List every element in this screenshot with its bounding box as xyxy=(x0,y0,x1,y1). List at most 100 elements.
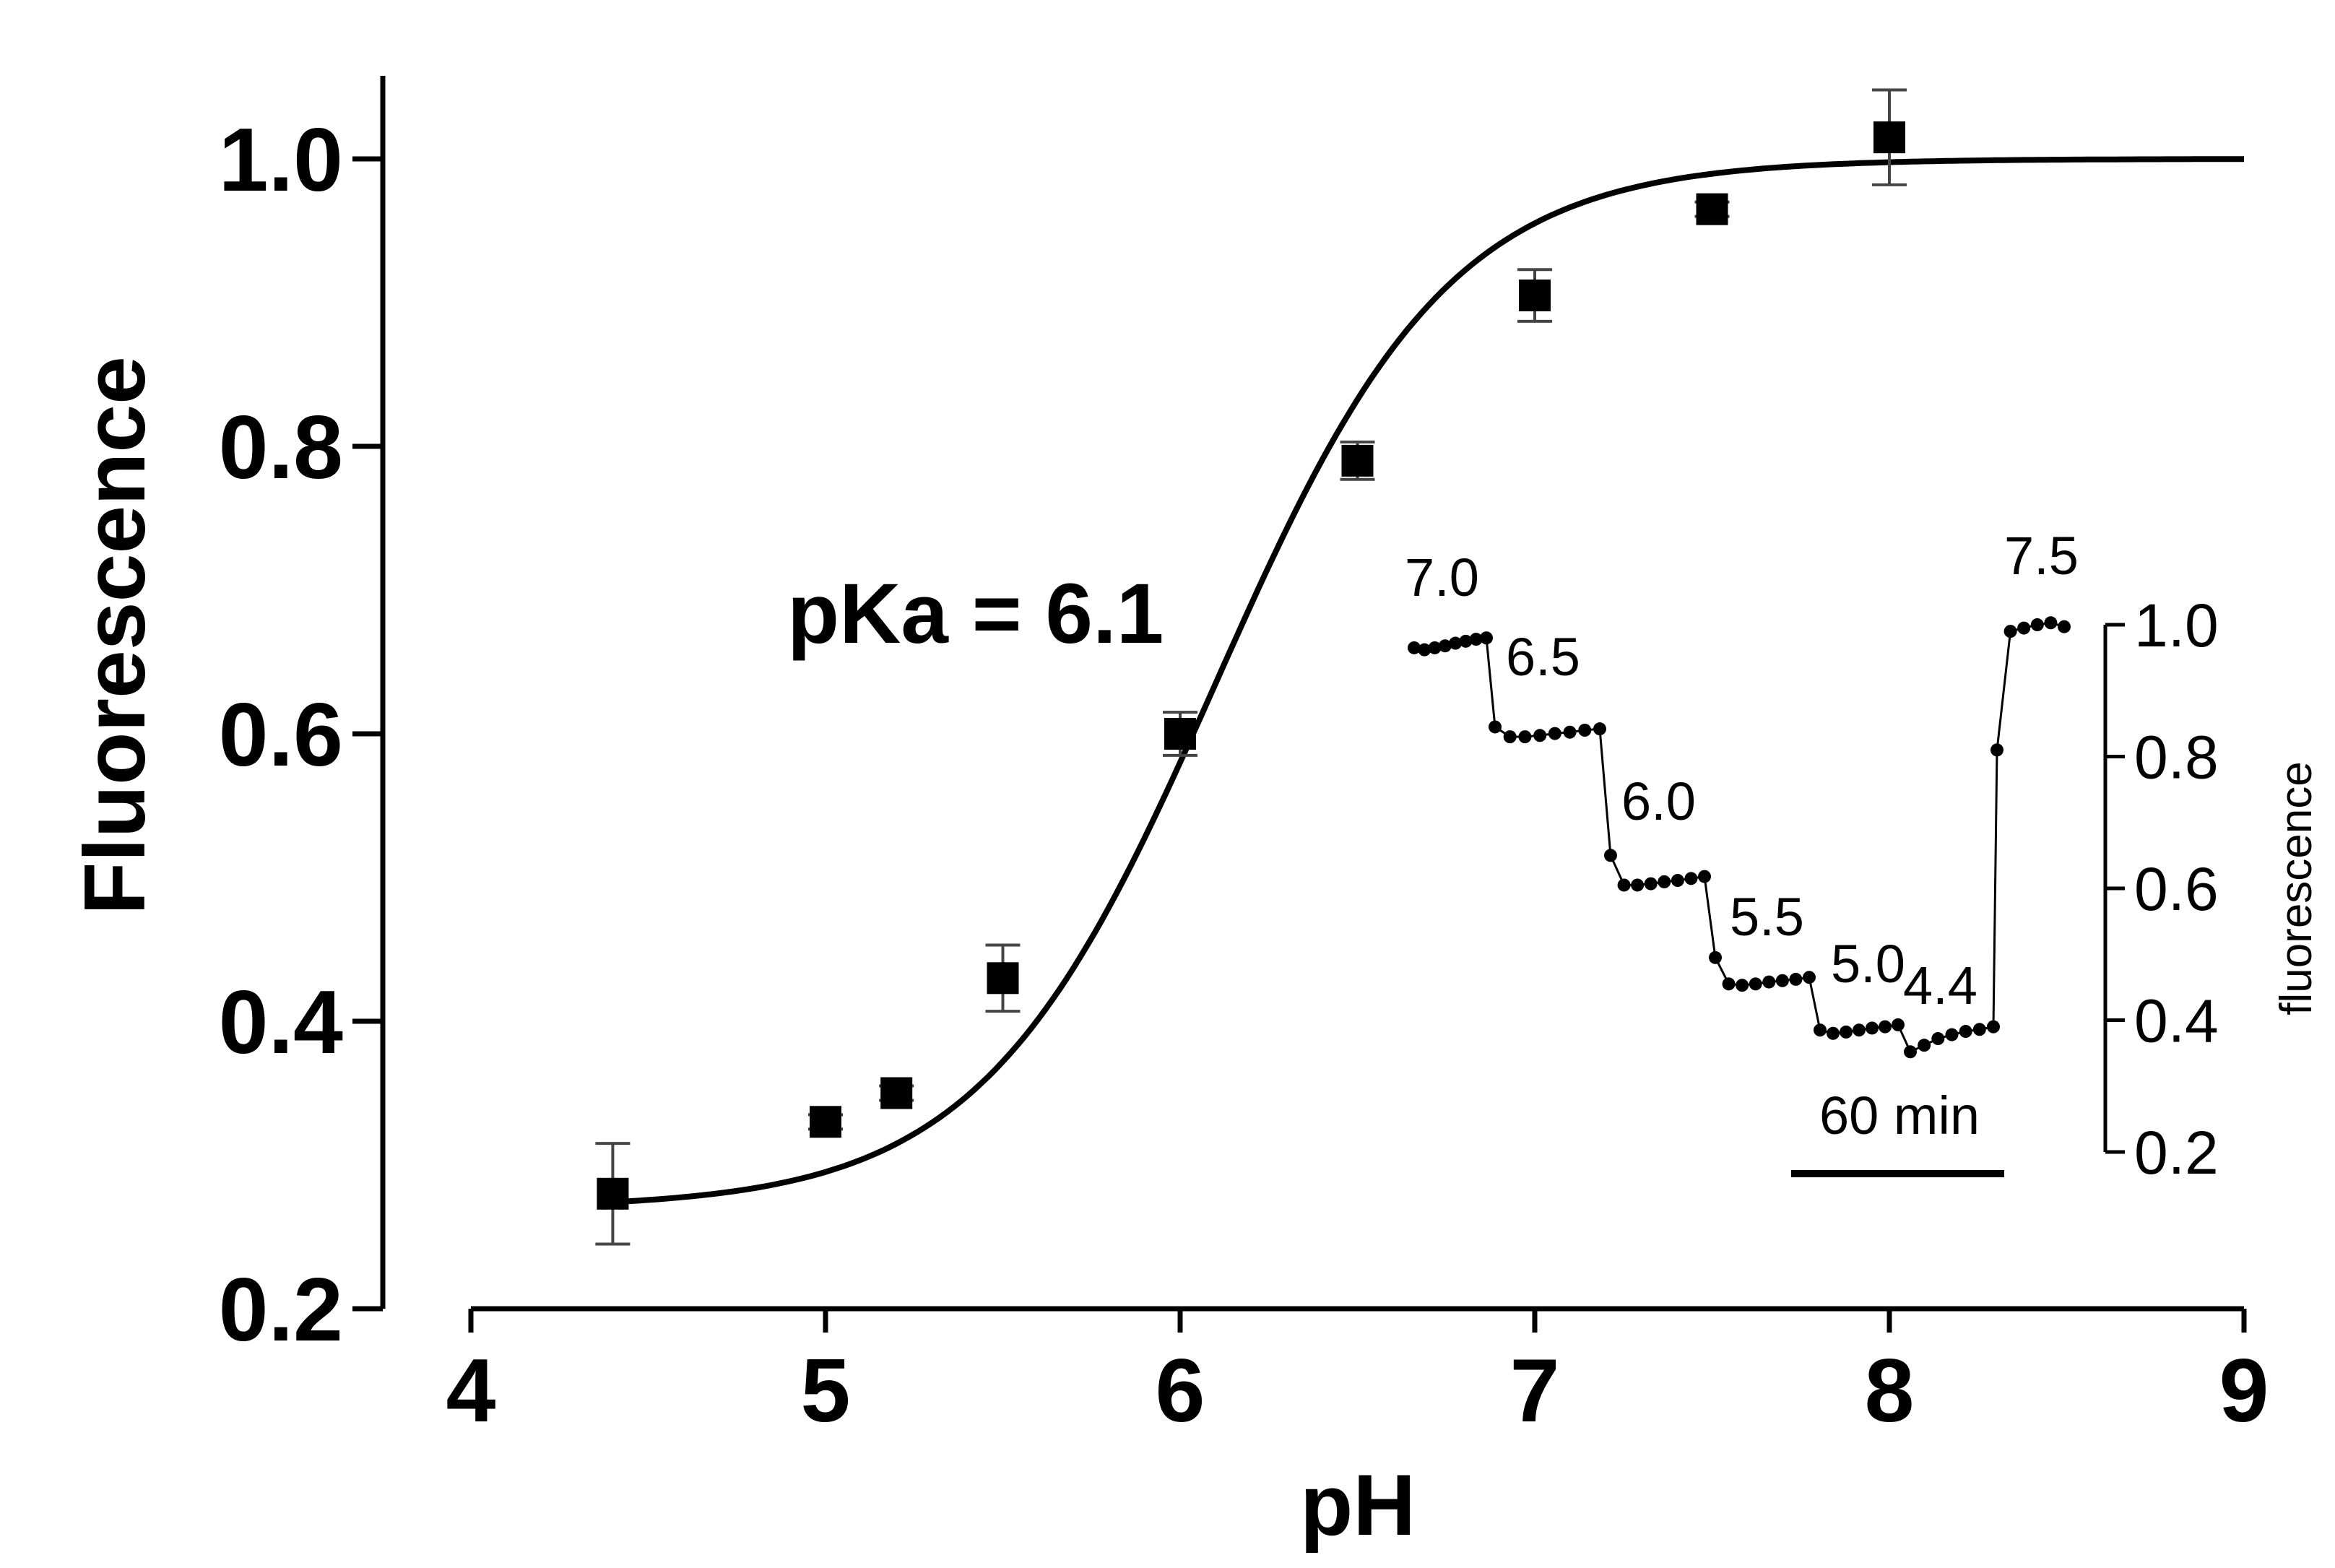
inset-trace-point xyxy=(1684,872,1698,885)
inset-trace-point xyxy=(1827,1026,1840,1040)
y-tick-label: 1.0 xyxy=(219,111,343,210)
x-tick-label: 9 xyxy=(2219,1341,2269,1441)
x-tick-label: 8 xyxy=(1865,1341,1915,1441)
inset-trace-point xyxy=(1736,979,1749,992)
inset-trace-point xyxy=(1931,1032,1945,1046)
inset-trace-point xyxy=(2030,618,2044,631)
inset-y-tick-label: 0.8 xyxy=(2134,724,2219,792)
inset-trace-point xyxy=(1749,977,1762,991)
inset-trace-point xyxy=(1658,875,1671,888)
error-bars xyxy=(595,88,1907,1246)
x-tick-label: 6 xyxy=(1156,1341,1205,1441)
data-point xyxy=(1341,444,1374,477)
inset-trace-point xyxy=(1428,641,1442,654)
inset-y-tick-label: 0.4 xyxy=(2134,987,2219,1055)
inset-trace-point xyxy=(1762,975,1776,989)
inset-segment-label: 4.4 xyxy=(1903,956,1977,1015)
inset-trace-point xyxy=(2058,620,2071,633)
inset-trace-point xyxy=(1644,877,1658,891)
inset-segment-label: 5.0 xyxy=(1831,934,1905,994)
inset-trace-point xyxy=(1879,1020,1892,1034)
fit-curve xyxy=(612,156,2244,1205)
inset-trace-point xyxy=(1469,633,1483,646)
inset-segment-labels: 7.0 6.5 6.0 5.5 5.04.4 7.5 xyxy=(1405,526,2079,1015)
data-point xyxy=(1696,193,1728,225)
inset-trace-point xyxy=(1518,730,1532,744)
scale-bar-label: 60 min xyxy=(1819,1086,1980,1145)
inset-trace-point xyxy=(2017,621,2031,635)
inset-trace-point xyxy=(1459,634,1473,648)
y-tick-label: 0.8 xyxy=(219,398,343,498)
inset-y-tick-label: 0.2 xyxy=(2134,1119,2219,1187)
data-point xyxy=(987,962,1019,995)
inset-segment-label: 5.5 xyxy=(1730,887,1804,947)
inset-trace-point xyxy=(1533,729,1547,742)
x-axis-title: pH xyxy=(1300,1457,1416,1554)
data-points xyxy=(597,121,1905,1210)
inset-trace-line xyxy=(1408,616,2071,1059)
inset-trace-point xyxy=(1853,1023,1866,1037)
inset-trace-point xyxy=(1480,631,1493,645)
inset-trace-point xyxy=(1945,1028,1959,1041)
inset-trace-point xyxy=(1449,636,1463,650)
inset-trace-point xyxy=(2003,625,2017,638)
inset-trace-point xyxy=(1775,974,1789,987)
inset-trace-point xyxy=(1722,977,1736,991)
inset-trace-point xyxy=(2044,616,2058,630)
inset-trace-point xyxy=(1959,1025,1972,1039)
main-chart: 0.2 0.4 0.6 0.8 1.0 4 5 6 7 8 9 pH Fluorescence p… xyxy=(66,76,2269,1554)
x-ticks: 4 5 6 7 8 9 xyxy=(446,1309,2269,1441)
y-tick-label: 0.4 xyxy=(219,973,343,1073)
inset-trace-path xyxy=(1413,621,2065,1054)
inset-trace-point xyxy=(1698,870,1711,883)
data-point xyxy=(1519,280,1551,312)
x-tick-label: 5 xyxy=(801,1341,851,1441)
inset-trace-point xyxy=(1987,1020,2000,1034)
data-point xyxy=(1164,718,1196,750)
inset-trace-point xyxy=(1548,727,1561,740)
inset-trace-point xyxy=(1631,878,1645,892)
inset-y-ticks: 0.2 0.4 0.6 0.8 1.0 xyxy=(2105,592,2219,1187)
inset-trace-point xyxy=(1990,743,2003,757)
inset-trace-point xyxy=(1918,1039,1931,1052)
inset-trace-point xyxy=(1604,849,1617,862)
inset-segment-label: 7.0 xyxy=(1405,547,1479,607)
pka-annotation: pKa = 6.1 xyxy=(787,566,1164,662)
x-tick-label: 7 xyxy=(1510,1341,1560,1441)
inset-trace-point xyxy=(1503,730,1517,744)
y-axis-title: Fluorescence xyxy=(66,356,163,915)
inset-trace-point xyxy=(1438,639,1452,653)
inset-segment-label: 6.5 xyxy=(1506,627,1580,687)
data-point xyxy=(810,1106,841,1138)
inset-trace-point xyxy=(1840,1025,1853,1039)
data-point xyxy=(1873,121,1905,154)
inset-trace-point xyxy=(1671,874,1684,888)
inset-trace: 0.2 0.4 0.6 0.8 1.0 fluorescence 7.0 6.5 6.0 5.… xyxy=(1405,526,2321,1187)
inset-trace-point xyxy=(1789,972,1803,986)
inset-trace-point xyxy=(1408,641,1421,654)
inset-trace-point xyxy=(1709,950,1722,964)
y-tick-label: 0.6 xyxy=(219,685,343,785)
inset-trace-point xyxy=(1489,720,1502,734)
inset-y-axis-title: fluorescence xyxy=(2271,761,2321,1015)
inset-trace-point xyxy=(1892,1018,1905,1031)
inset-trace-point xyxy=(1814,1023,1827,1037)
inset-trace-point xyxy=(1803,971,1816,984)
inset-segment-label: 6.0 xyxy=(1621,771,1696,831)
y-ticks: 0.2 0.4 0.6 0.8 1.0 xyxy=(219,111,383,1360)
data-point xyxy=(880,1077,913,1109)
inset-trace-point xyxy=(1593,722,1606,736)
inset-trace-point xyxy=(1972,1023,1986,1036)
inset-y-tick-label: 1.0 xyxy=(2134,592,2219,659)
x-tick-label: 4 xyxy=(446,1341,496,1441)
inset-trace-point xyxy=(1418,643,1431,657)
data-point xyxy=(597,1177,629,1210)
inset-segment-label: 7.5 xyxy=(2004,526,2079,586)
inset-trace-point xyxy=(1904,1045,1917,1059)
inset-trace-point xyxy=(1563,725,1577,739)
inset-trace-point xyxy=(1617,878,1631,892)
y-tick-label: 0.2 xyxy=(219,1260,343,1360)
inset-trace-point xyxy=(1866,1021,1879,1035)
inset-trace-point xyxy=(1578,724,1592,737)
